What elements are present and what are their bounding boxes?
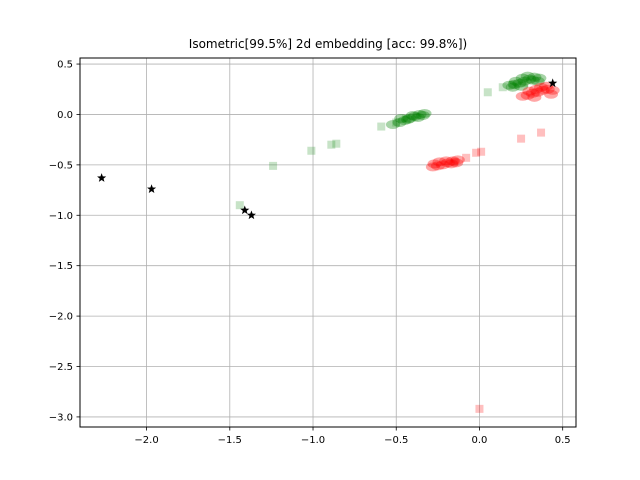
y-tick-label: −3.0	[49, 412, 73, 423]
cluster-point	[416, 111, 430, 120]
y-tick-label: 0.5	[57, 60, 73, 71]
square-point	[537, 129, 545, 137]
x-tick-label: −0.5	[384, 435, 408, 446]
cluster-point	[527, 93, 541, 102]
square-point	[377, 123, 385, 131]
y-tick-label: −0.5	[49, 160, 73, 171]
x-tick-label: 0.5	[555, 435, 571, 446]
x-tick-label: −1.0	[301, 435, 325, 446]
chart-title: Isometric[99.5%] 2d embedding [acc: 99.8…	[189, 37, 467, 51]
cluster-point	[428, 159, 442, 168]
square-point	[517, 135, 525, 143]
y-tick-label: −1.0	[49, 211, 73, 222]
y-tick-label: 0.0	[57, 110, 73, 121]
square-point	[327, 141, 335, 149]
square-point	[475, 405, 483, 413]
cluster-point	[449, 158, 463, 167]
cluster-point	[544, 90, 558, 99]
square-point	[472, 149, 480, 157]
x-tick-label: −1.5	[218, 435, 242, 446]
x-tick-label: 0.0	[472, 435, 488, 446]
square-point	[307, 147, 315, 155]
y-tick-label: −1.5	[49, 261, 73, 272]
y-tick-label: −2.5	[49, 362, 73, 373]
x-tick-label: −2.0	[134, 435, 158, 446]
square-point	[236, 201, 244, 209]
square-point	[484, 88, 492, 96]
square-point	[269, 162, 277, 170]
y-tick-label: −2.0	[49, 312, 73, 323]
